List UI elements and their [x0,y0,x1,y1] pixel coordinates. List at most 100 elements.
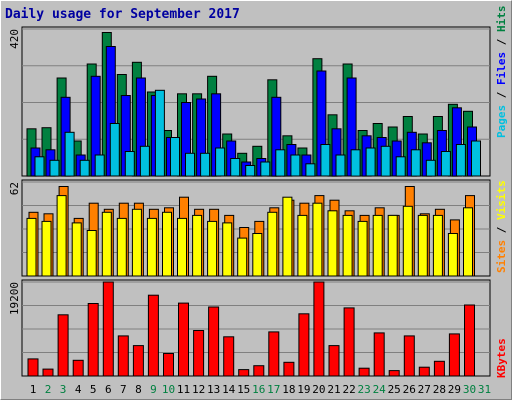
chart-title: Daily usage for September 2017 [5,7,240,22]
day-label: 23 [357,383,370,396]
visits-visits-bar [342,214,353,277]
visits-visits-bar [162,211,172,277]
visits-max-label: 62 [8,182,21,195]
kbytes-kbytes-bar [238,369,250,377]
day-label: 8 [135,383,142,396]
visits-visits-bar [402,205,413,277]
day-label: 10 [162,383,175,396]
visits-visits-bar [86,230,97,277]
day-label: 15 [237,383,250,396]
visits-visits-bar [432,214,443,277]
kbytes-kbytes-bar [178,302,189,377]
day-label: 6 [105,383,112,396]
kbytes-kbytes-bar [328,345,340,377]
kbytes-kbytes-bar [163,353,174,377]
hits-pages-bar [380,145,391,177]
hits-pages-bar [139,145,150,177]
visits-visits-bar [267,211,278,277]
day-label: 5 [90,383,97,396]
day-label: 14 [222,383,236,396]
day-label: 18 [282,383,295,396]
day-label: 3 [60,383,67,396]
kbytes-kbytes-bar [147,294,159,377]
visits-visits-bar [56,195,67,277]
day-label: 9 [150,383,157,396]
visits-visits-bar [282,196,293,277]
kbytes-kbytes-bar [87,303,99,377]
hits-pages-bar [230,158,241,177]
kbytes-kbytes-bar [418,366,430,377]
visits-visits-bar [387,214,398,277]
hits-legend-part: / [495,85,508,105]
hits-pages-bar [79,159,90,177]
visits-visits-bar [417,214,428,277]
visits-legend-part: / [495,220,508,240]
kbytes-kbytes-bar [193,330,205,377]
hits-legend-part: Pages [495,104,508,138]
hits-pages-bar [200,152,211,177]
day-label: 20 [312,383,325,396]
day-label: 11 [177,383,190,396]
day-label: 28 [433,383,446,396]
day-label: 4 [75,383,82,396]
kbytes-kbytes-bar [27,358,39,377]
day-label: 2 [45,383,52,396]
hits-pages-bar [94,154,105,177]
day-label: 25 [388,383,401,396]
hits-pages-bar [109,123,120,177]
hits-pages-bar [275,149,286,177]
visits-visits-bar [463,207,473,277]
kbytes-kbytes-bar [283,361,295,377]
kbytes-kbytes-bar [117,335,129,377]
day-label: 29 [448,383,461,396]
day-label: 27 [418,383,431,396]
hits-pages-bar [455,144,466,177]
visits-visits-bar [146,217,157,277]
hits-pages-bar [365,147,376,177]
kbytes-kbytes-bar [298,313,310,377]
kbytes-kbytes-bar [253,365,265,377]
day-label: 7 [120,383,127,396]
kbytes-legend-part: KBytes [495,338,508,378]
kbytes-kbytes-bar [373,332,385,377]
day-label: 12 [192,383,205,396]
hits-pages-bar [185,152,195,177]
day-label: 31 [478,383,491,396]
visits-visits-bar [357,220,368,277]
kbytes-kbytes-bar [102,281,114,377]
hits-pages-bar [124,151,135,177]
kbytes-kbytes-bar [464,304,475,377]
visits-visits-bar [116,217,127,277]
visits-visits-bar [207,220,218,277]
visits-visits-bar [26,217,37,277]
day-label: 1 [30,383,37,396]
visits-visits-bar [192,214,203,277]
visits-visits-bar [327,210,338,277]
hits-pages-bar [170,137,180,177]
kbytes-kbytes-bar [132,345,144,377]
kbytes-kbytes-bar [403,335,415,377]
hits-pages-bar [34,156,45,177]
hits-pages-bar [410,149,421,177]
hits-pages-bar [49,159,60,177]
visits-visits-bar [222,222,233,277]
visits-visits-bar [41,220,52,277]
visits-visits-bar [131,208,142,277]
kbytes-kbytes-bar [358,367,370,377]
kbytes-kbytes-bar [223,336,235,377]
visits-visits-bar [297,214,308,277]
day-label: 13 [207,383,220,396]
visits-legend-part: Sites [495,239,508,273]
hits-pages-bar [440,151,451,177]
hits-pages-bar [64,131,75,177]
kbytes-kbytes-bar [433,360,445,377]
kbytes-kbytes-bar [268,331,280,377]
visits-visits-bar [101,211,112,277]
day-label: 19 [297,383,310,396]
visits-visits-bar [237,237,248,277]
visits-visits-bar [312,202,323,277]
hits-pages-bar [425,159,436,177]
kbytes-kbytes-bar [448,333,460,377]
hits-pages-bar [154,89,165,177]
